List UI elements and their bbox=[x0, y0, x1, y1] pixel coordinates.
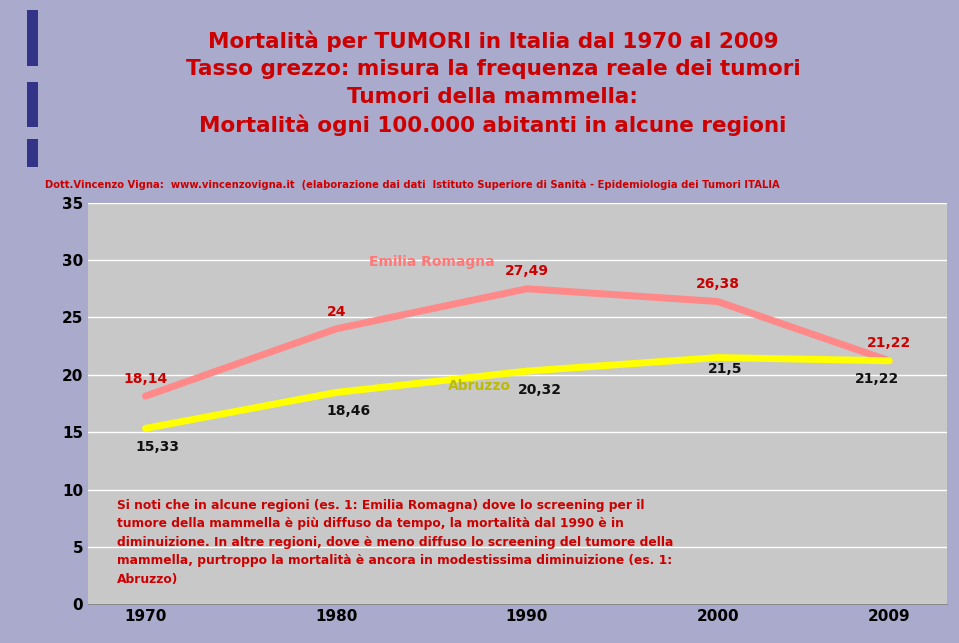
Text: 21,22: 21,22 bbox=[867, 336, 911, 350]
Bar bbox=[27, 139, 38, 167]
Text: 24: 24 bbox=[326, 305, 346, 318]
Text: Mortalità per TUMORI in Italia dal 1970 al 2009
Tasso grezzo: misura la frequenz: Mortalità per TUMORI in Italia dal 1970 … bbox=[186, 31, 800, 136]
Text: 21,5: 21,5 bbox=[708, 362, 742, 376]
Text: 18,46: 18,46 bbox=[327, 404, 371, 418]
Text: 15,33: 15,33 bbox=[136, 440, 180, 454]
Text: 27,49: 27,49 bbox=[505, 264, 549, 278]
Bar bbox=[27, 82, 38, 127]
Text: 21,22: 21,22 bbox=[854, 372, 899, 386]
Text: 18,14: 18,14 bbox=[124, 372, 168, 386]
Text: 26,38: 26,38 bbox=[695, 277, 739, 291]
Text: 20,32: 20,32 bbox=[518, 383, 561, 397]
Text: Si noti che in alcune regioni (es. 1: Emilia Romagna) dove lo screening per il
t: Si noti che in alcune regioni (es. 1: Em… bbox=[117, 499, 673, 586]
Text: Dott.Vincenzo Vigna:  www.vincenzovigna.it  (elaborazione dai dati  Istituto Sup: Dott.Vincenzo Vigna: www.vincenzovigna.i… bbox=[45, 179, 781, 190]
Bar bbox=[27, 10, 38, 66]
Text: Emilia Romagna: Emilia Romagna bbox=[369, 255, 494, 269]
Text: Abruzzo: Abruzzo bbox=[448, 379, 511, 394]
